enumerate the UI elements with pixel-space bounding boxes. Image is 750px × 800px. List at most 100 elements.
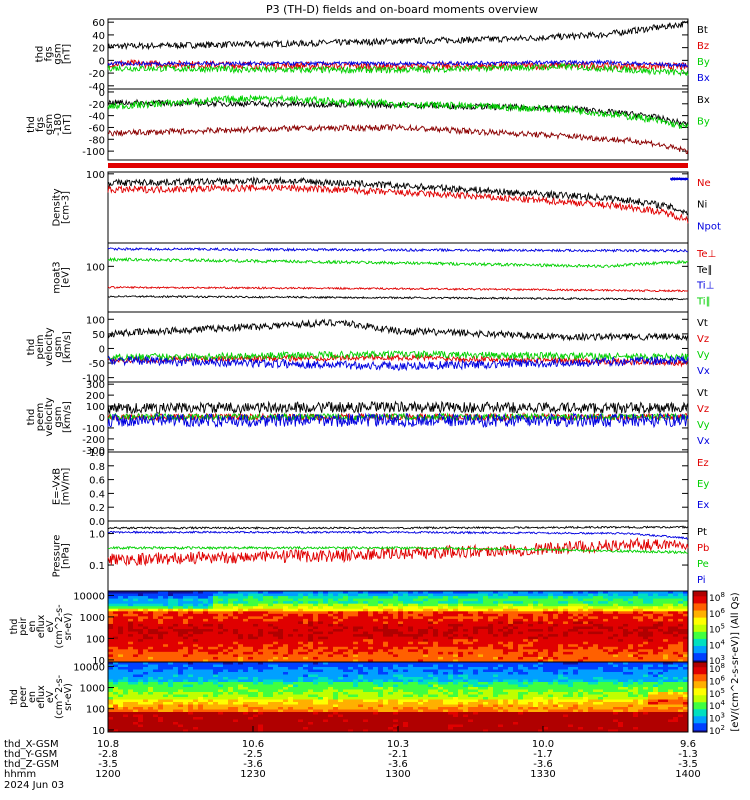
spectrogram-cell [683,621,689,625]
spectrogram-cell [303,629,309,632]
spectrogram-cell [548,603,554,607]
legend-entry: By [697,117,710,128]
spectrogram-cell [303,702,309,705]
spectrogram-cell [538,629,544,632]
spectrogram-cell [213,618,219,622]
colorbar-step [693,592,707,595]
spectrogram-cell [188,719,194,723]
spectrogram-cell [623,621,629,625]
spectrogram-cell [343,692,349,695]
spectrogram-cell [628,639,634,643]
spectrogram-cell [248,651,254,655]
spectrogram-cell [673,611,679,615]
spectrogram-cell [173,626,179,630]
spectrogram-cell [328,603,334,607]
spectrogram-cell [303,674,309,678]
spectrogram-cell [678,639,684,643]
spectrogram-cell [333,644,339,648]
spectrogram-cell [153,707,159,710]
spectrogram-cell [208,677,214,680]
spectrogram-cell [143,664,149,668]
spectrogram-cell [278,611,284,615]
spectrogram-cell [208,709,214,713]
spectrogram-cell [668,641,674,645]
spectrogram-cell [113,719,119,723]
spectrogram-cell [448,618,454,622]
spectrogram-cell [123,672,129,675]
spectrogram-cell [118,613,124,617]
spectrogram-cell [213,667,219,670]
spectrogram-cell [653,631,659,635]
spectrogram-cell [358,667,364,670]
spectrogram-cell [218,712,224,715]
spectrogram-cell [173,672,179,675]
spectrogram-cell [113,687,119,690]
spectrogram-cell [203,593,209,597]
spectrogram-cell [173,601,179,605]
spectrogram-cell [543,644,549,648]
spectrogram-cell [523,634,529,638]
spectrogram-cell [203,679,209,683]
spectrogram-cell [263,596,269,600]
spectrogram-cell [368,596,374,600]
spectrogram-cell [163,709,169,713]
spectrogram-cell [573,601,579,605]
spectrogram-cell [678,598,684,602]
spectrogram-cell [328,649,334,653]
spectrogram-cell [163,684,169,688]
spectrogram-cell [223,674,229,678]
spectrogram-cell [418,626,424,630]
spectrogram-cell [483,596,489,600]
spectrogram-cell [523,621,529,625]
spectrogram-cell [128,682,134,685]
spectrogram-cell [298,659,304,663]
spectrogram-cell [318,656,324,660]
spectrogram-cell [443,631,449,635]
spectrogram-cell [408,621,414,625]
spectrogram-cell [223,616,229,620]
spectrogram-cell [343,702,349,705]
y-axis-label: peir [18,617,29,636]
spectrogram-cell [383,621,389,625]
spectrogram-cell [343,616,349,620]
spectrogram-cell [223,692,229,695]
spectrogram-cell [253,717,259,720]
spectrogram-cell [503,634,509,638]
spectrogram-cell [113,598,119,602]
spectrogram-cell [313,626,319,630]
spectrogram-cell [368,611,374,615]
spectrogram-cell [158,646,164,650]
spectrogram-cell [388,644,394,648]
spectrogram-cell [493,641,499,645]
spectrogram-cell [438,598,444,602]
spectrogram-cell [433,636,439,640]
spectrogram-cell [313,679,319,683]
spectrogram-cell [328,699,334,703]
spectrogram-cell [168,603,174,607]
spectrogram-cell [613,608,619,612]
spectrogram-cell [158,618,164,622]
spectrogram-cell [203,677,209,680]
spectrogram-cell [213,727,219,730]
spectrogram-cell [228,608,234,612]
spectrogram-cell [233,722,239,725]
spectrogram-cell [343,596,349,600]
spectrogram-cell [138,699,144,703]
spectrogram-cell [168,591,174,594]
spectrogram-cell [343,677,349,680]
spectrogram-cell [233,613,239,617]
spectrogram-cell [388,603,394,607]
spectrogram-cell [338,608,344,612]
spectrogram-cell [158,717,164,720]
spectrogram-cell [153,608,159,612]
spectrogram-cell [428,636,434,640]
spectrogram-cell [493,639,499,643]
spectrogram-cell [428,621,434,625]
legend-entry: Te⊥ [696,249,716,260]
spectrogram-cell [128,598,134,602]
spectrogram-cell [138,608,144,612]
spectrogram-cell [113,626,119,630]
spectrogram-cell [473,611,479,615]
spectrogram-cell [198,719,204,723]
spectrogram-cell [123,709,129,713]
